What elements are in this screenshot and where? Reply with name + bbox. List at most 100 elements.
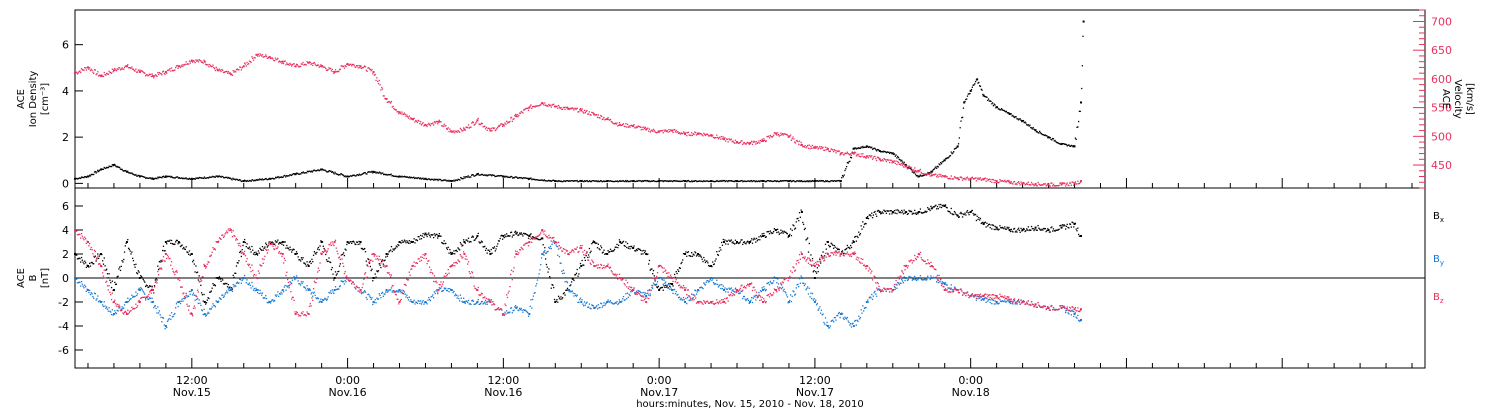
bx-point (713, 263, 716, 265)
density-point (458, 179, 460, 181)
velocity-point (730, 138, 733, 140)
bx-point (300, 257, 303, 259)
by-point (78, 281, 80, 283)
density-point (880, 151, 883, 153)
density-point (965, 98, 967, 101)
density-point (203, 176, 206, 178)
velocity-point (329, 67, 332, 70)
velocity-point (525, 107, 527, 110)
bx-point (408, 240, 410, 242)
density-point (1056, 141, 1059, 144)
density-point (418, 177, 420, 179)
velocity-point (287, 63, 290, 66)
bx-point (334, 271, 337, 273)
bx-point (912, 212, 914, 214)
bx-point (198, 275, 200, 277)
bx-point (232, 274, 234, 277)
velocity-point (778, 135, 780, 137)
density-point (760, 180, 763, 182)
bx-point (902, 213, 905, 215)
by-point (109, 310, 111, 312)
bx-point (922, 212, 924, 214)
density-point (1039, 130, 1041, 133)
by-point (97, 295, 99, 297)
velocity-point (935, 176, 938, 178)
velocity-point (596, 114, 598, 116)
density-point (805, 180, 808, 182)
velocity-point (637, 125, 639, 127)
density-point (355, 175, 357, 177)
velocity-point (1059, 182, 1061, 184)
velocity-point (865, 157, 867, 159)
bx-point (1064, 225, 1066, 227)
velocity-point (583, 112, 585, 114)
bx-point (154, 279, 157, 281)
by-point (428, 296, 430, 299)
density-point (502, 175, 505, 178)
density-point (436, 178, 438, 181)
velocity-point (80, 68, 83, 70)
density-point (1049, 136, 1051, 139)
by-point (154, 305, 157, 307)
velocity-point (460, 128, 462, 131)
velocity-point (468, 127, 470, 129)
density-point (704, 180, 706, 183)
density-point (187, 178, 190, 180)
velocity-point (97, 71, 99, 73)
density-point (410, 176, 412, 179)
density-point (441, 179, 443, 182)
density-point (112, 163, 115, 166)
velocity-point (254, 57, 256, 59)
velocity-point (790, 139, 793, 141)
velocity-point (205, 63, 207, 65)
density-point (671, 180, 673, 182)
by-point (620, 301, 622, 303)
density-point (745, 180, 747, 183)
density-point (125, 170, 127, 172)
velocity-point (703, 132, 705, 134)
by-point (773, 276, 776, 278)
bx-point (244, 241, 247, 244)
density-point (268, 177, 271, 180)
velocity-point (91, 69, 93, 71)
density-point (321, 168, 324, 170)
density-point (1028, 125, 1030, 127)
density-point (896, 157, 898, 159)
velocity-point (237, 69, 239, 71)
x-tick-time-label: 0:00 (958, 374, 983, 387)
by-point (512, 309, 514, 312)
by-point (399, 290, 402, 293)
bx-point (910, 210, 913, 213)
velocity-point (858, 155, 861, 158)
density-point (251, 179, 253, 181)
velocity-point (299, 65, 302, 68)
bx-point (383, 260, 385, 262)
by-point (343, 283, 346, 285)
x-tick-date-label: Nov.15 (173, 386, 211, 399)
by-point (231, 290, 234, 293)
bx-point (984, 221, 986, 223)
velocity-point (272, 58, 274, 60)
by-point (726, 288, 728, 290)
velocity-point (151, 75, 154, 78)
velocity-point (351, 65, 353, 67)
density-point (722, 180, 724, 182)
velocity-point (1029, 183, 1031, 186)
velocity-point (571, 107, 574, 109)
by-point (510, 307, 512, 309)
velocity-point (562, 106, 565, 109)
velocity-point (914, 169, 917, 172)
by-point (207, 311, 209, 313)
density-point (630, 180, 633, 182)
density-point (463, 176, 465, 178)
velocity-point (187, 63, 190, 65)
bx-point (508, 235, 510, 237)
density-point (417, 177, 419, 179)
bx-point (1026, 228, 1028, 230)
bx-point (415, 239, 418, 241)
bx-point (299, 260, 302, 262)
bx-point (725, 243, 727, 245)
by-point (943, 283, 946, 285)
velocity-point (816, 146, 819, 148)
by-point (851, 323, 853, 325)
